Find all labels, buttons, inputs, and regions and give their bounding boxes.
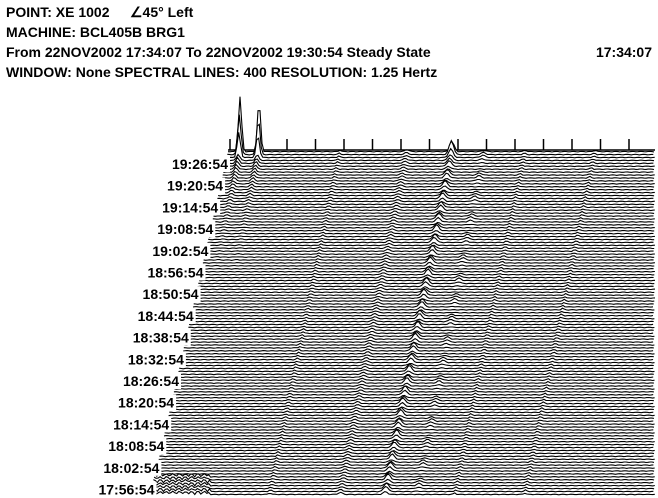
- time-label: 19:02:54: [152, 243, 208, 259]
- trace: [228, 97, 654, 152]
- point-label: POINT: XE 1002: [6, 4, 110, 20]
- time-label: 18:38:54: [133, 330, 189, 346]
- screen: POINT: XE 1002 ∠45° Left MACHINE: BCL405…: [0, 0, 658, 498]
- time-label: 18:20:54: [118, 395, 174, 411]
- time-label: 17:56:54: [98, 482, 154, 498]
- time-label: 18:26:54: [123, 373, 179, 389]
- time-label: 18:50:54: [143, 286, 199, 302]
- direction-label: ∠45° Left: [130, 4, 194, 20]
- time-label: 18:02:54: [103, 460, 159, 476]
- time-label: 18:32:54: [128, 351, 184, 367]
- time-label: 18:44:54: [138, 308, 194, 324]
- time-label: 19:14:54: [162, 199, 218, 215]
- time-label: 18:08:54: [108, 438, 164, 454]
- time-label: 18:56:54: [147, 265, 203, 281]
- time-label: 19:20:54: [167, 178, 223, 194]
- machine-label: MACHINE: BCL405B BRG1: [6, 24, 185, 40]
- settings-label: WINDOW: None SPECTRAL LINES: 400 RESOLUT…: [6, 64, 437, 80]
- range-time: 17:34:07: [596, 44, 652, 60]
- range-label: From 22NOV2002 17:34:07 To 22NOV2002 19:…: [6, 44, 431, 60]
- waterfall-plot: POINT: XE 1002 ∠45° Left MACHINE: BCL405…: [0, 0, 658, 498]
- time-label: 19:08:54: [157, 221, 213, 237]
- trace: [227, 115, 653, 155]
- trace-mask: [228, 97, 655, 155]
- time-label: 19:26:54: [172, 156, 228, 172]
- time-label: 18:14:54: [113, 416, 169, 432]
